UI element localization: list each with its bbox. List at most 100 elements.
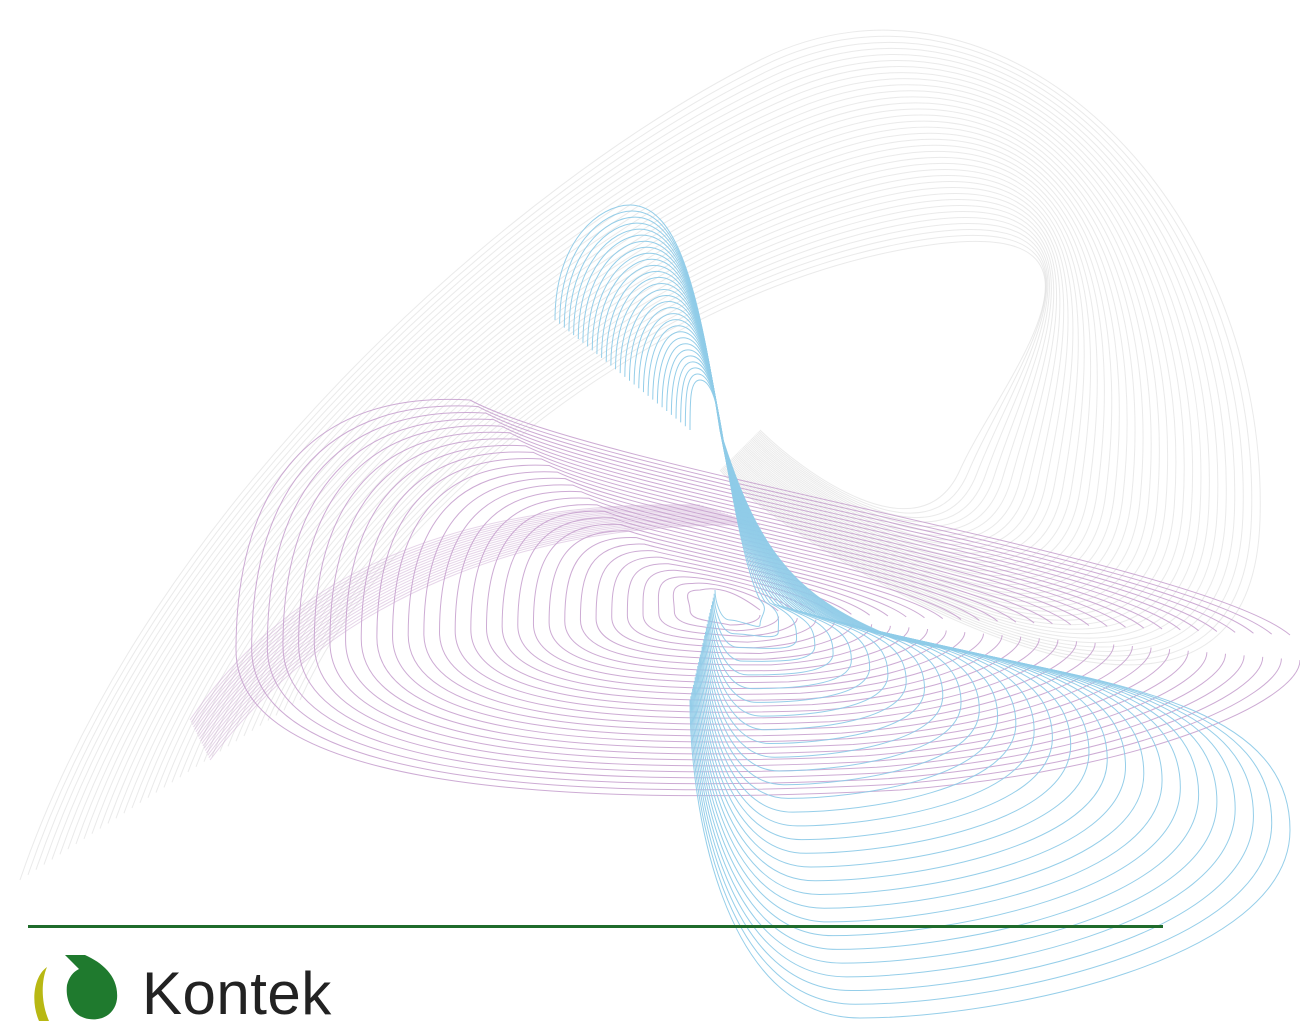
- wave-line: [251, 205, 1055, 732]
- wave-line: [51, 53, 1227, 860]
- wave-line: [615, 282, 1053, 841]
- wave-line: [554, 204, 1291, 1019]
- wave-line: [139, 120, 1136, 804]
- kontek-logo: Kontek: [25, 955, 355, 1021]
- wave-line: [197, 512, 725, 737]
- wave-line: [611, 556, 854, 654]
- wave-line: [345, 444, 1171, 755]
- wave-line: [27, 35, 1253, 876]
- wave-line: [282, 418, 1245, 779]
- wave-line: [684, 373, 780, 638]
- wave-line: [194, 508, 715, 730]
- wave-line: [203, 169, 1079, 762]
- wave-line: [266, 412, 1264, 785]
- wave-line: [689, 379, 765, 627]
- wave-line: [202, 517, 739, 747]
- wave-line: [107, 96, 1169, 824]
- wave-line: [191, 506, 708, 725]
- wave-line: [423, 477, 1078, 725]
- wave-line: [207, 521, 753, 756]
- wave-line: [251, 405, 1282, 791]
- wave-line: [209, 524, 761, 761]
- wave-line: [204, 519, 746, 751]
- wave-line: [299, 240, 1046, 701]
- wave-line: [75, 72, 1202, 845]
- wave-line: [99, 90, 1177, 829]
- wave-line: [195, 162, 1085, 768]
- wave-line: [670, 355, 834, 676]
- logo-mark-icon: [34, 955, 118, 1021]
- wave-line: [59, 60, 1219, 855]
- wave-line: [439, 484, 1059, 719]
- wave-line: [187, 156, 1092, 773]
- wave-line: [298, 425, 1227, 773]
- wave-line: [568, 222, 1236, 978]
- wave-line: [591, 252, 1145, 909]
- wave-line: [577, 234, 1200, 950]
- wave-line: [573, 228, 1218, 964]
- wave-line: [680, 367, 798, 649]
- wave-line: [208, 523, 757, 758]
- leaf-icon: [65, 955, 118, 1020]
- wave-line: [115, 102, 1160, 819]
- wave-line: [43, 47, 1236, 865]
- brand-name: Kontek: [142, 960, 332, 1021]
- wave-line: [605, 270, 1090, 868]
- wave-line: [619, 288, 1035, 827]
- wave-line: [235, 193, 1061, 742]
- wave-line: [147, 126, 1128, 798]
- crescent-icon: [34, 967, 49, 1021]
- blue-wave-family: [554, 204, 1291, 1019]
- wave-line: [657, 576, 798, 637]
- wave-line: [687, 588, 761, 626]
- wave-line: [579, 543, 891, 666]
- wave-line: [206, 520, 750, 754]
- wave-line: [275, 222, 1049, 716]
- wave-line: [190, 505, 704, 723]
- wave-line: [35, 41, 1244, 870]
- wave-line: [189, 504, 701, 721]
- wave-line: [91, 84, 1185, 834]
- wave-line: [559, 210, 1273, 1005]
- wave-line: [675, 361, 816, 662]
- wave-line: [259, 211, 1052, 726]
- wave-line: [595, 550, 873, 660]
- wave-line: [123, 108, 1152, 814]
- wave-line: [203, 518, 743, 749]
- wave-line: [83, 78, 1194, 840]
- wave-line: [179, 150, 1098, 778]
- wave-line: [313, 431, 1208, 767]
- wave-line: [201, 516, 736, 744]
- wave-line: [199, 513, 729, 740]
- wave-line: [329, 438, 1189, 761]
- wave-line: [407, 471, 1096, 731]
- wave-line: [642, 569, 817, 643]
- wave-line: [587, 246, 1163, 923]
- wave-line: [227, 187, 1065, 747]
- wave-line: [596, 258, 1127, 895]
- wave-line: [235, 398, 1300, 797]
- wave-line: [563, 216, 1254, 992]
- wave-line: [548, 530, 929, 678]
- wave-line: [582, 240, 1181, 937]
- wave-line: [626, 563, 835, 649]
- purple-wave-family: [189, 398, 1300, 797]
- wave-line: [672, 582, 780, 632]
- wave-line: [171, 144, 1105, 783]
- wave-line: [392, 464, 1115, 737]
- wave-line: [196, 511, 722, 735]
- divider-rule: [28, 925, 1163, 928]
- wave-line: [291, 234, 1047, 706]
- wave-line: [155, 132, 1120, 793]
- wave-line: [243, 199, 1058, 737]
- wave-line: [19, 29, 1261, 881]
- wave-line: [360, 451, 1152, 749]
- wave-line: [67, 66, 1210, 850]
- wave-line: [601, 264, 1108, 882]
- wave-line: [200, 514, 732, 742]
- wave-line: [211, 175, 1074, 757]
- wave-line: [131, 114, 1144, 809]
- wave-line: [195, 510, 718, 733]
- wave-line: [193, 507, 711, 728]
